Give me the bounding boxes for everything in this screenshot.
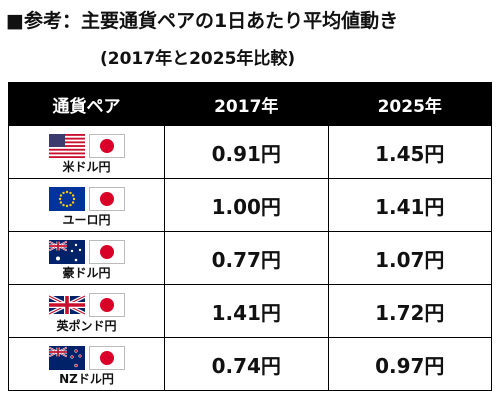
value-cell: 1.41円 (164, 284, 329, 338)
header-row: 通貨ペア 2017年 2025年 (8, 82, 492, 126)
pair-cell: 豪ドル円 (8, 231, 165, 285)
header-cell: 通貨ペア (8, 82, 165, 126)
value-cell: 0.74円 (164, 337, 329, 391)
pair-label: 英ポンド円 (56, 318, 117, 333)
header-cell: 2017年 (164, 82, 329, 126)
value-cell: 1.41円 (327, 178, 492, 232)
subtitle: (2017年と2025年比較) (100, 49, 296, 69)
pair-cell: ユーロ円 (8, 178, 165, 232)
value-cell: 0.77円 (164, 231, 329, 285)
value-cell: 1.07円 (327, 231, 492, 285)
flags (47, 239, 125, 264)
table-row: ユーロ円 1.00円 1.41円 (8, 178, 492, 232)
flags (47, 345, 125, 370)
value-cell: 1.00円 (164, 178, 329, 232)
value-cell: 0.91円 (164, 125, 329, 179)
flags (47, 292, 125, 317)
pair-cell: NZドル円 (8, 337, 165, 391)
flags (48, 133, 125, 158)
pair-label: NZドル円 (59, 371, 114, 386)
table-row: 英ポンド円 1.41円 1.72円 (8, 284, 492, 338)
flags (48, 186, 125, 211)
pair-label: 豪ドル円 (62, 265, 111, 280)
comparison-table: 通貨ペア 2017年 2025年 米ドル円 0.91円 1.45円ユーロ円 1.00円… (8, 82, 492, 391)
table-body: 米ドル円 0.91円 1.45円 ユーロ円 1.00円 1.41円 豪ドル円 0.77円 1.0… (8, 125, 492, 391)
title: ■参考：主要通貨ペアの1日あたり平均値動き (6, 10, 399, 32)
value-cell: 1.72円 (327, 284, 492, 338)
table-row: NZドル円 0.74円 0.97円 (8, 337, 492, 391)
pair-cell: 英ポンド円 (8, 284, 165, 338)
pair-label: ユーロ円 (62, 212, 111, 227)
value-cell: 1.45円 (327, 125, 492, 179)
header-cell: 2025年 (327, 82, 492, 126)
value-cell: 0.97円 (327, 337, 492, 391)
pair-cell: 米ドル円 (8, 125, 165, 179)
table-row: 豪ドル円 0.77円 1.07円 (8, 231, 492, 285)
table-row: 米ドル円 0.91円 1.45円 (8, 125, 492, 179)
pair-label: 米ドル円 (62, 159, 111, 174)
